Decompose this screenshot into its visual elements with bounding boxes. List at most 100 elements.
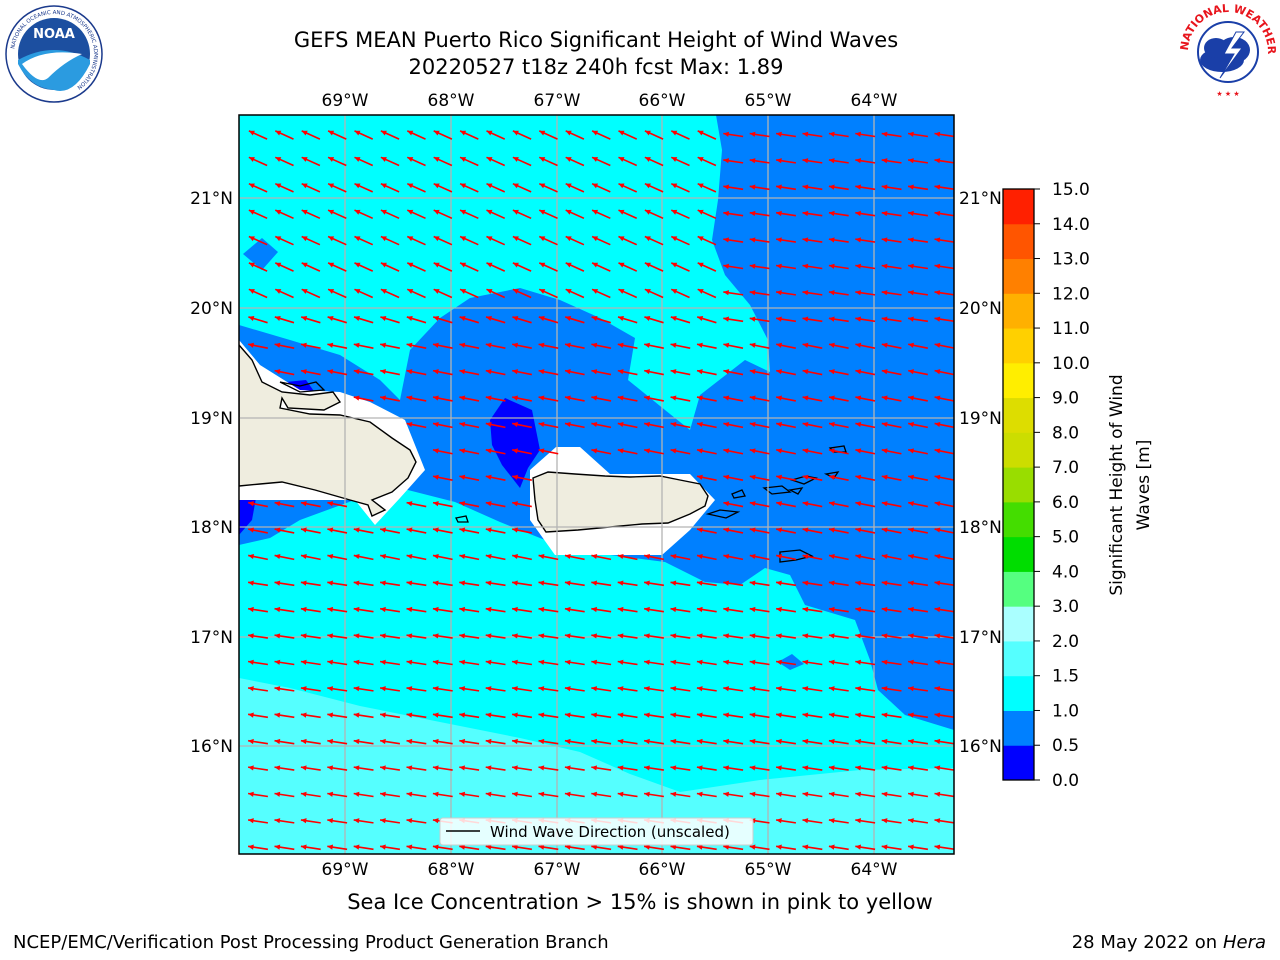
wave-direction-arrowhead bbox=[749, 580, 756, 586]
wave-direction-arrowhead bbox=[300, 633, 307, 639]
wave-direction-arrowhead bbox=[696, 474, 703, 480]
wave-direction-arrowhead bbox=[353, 395, 360, 401]
wave-direction-arrowhead bbox=[591, 369, 598, 375]
wave-direction-arrowhead bbox=[723, 738, 730, 745]
wave-direction-arrowhead bbox=[275, 289, 282, 294]
wave-direction-arrowhead bbox=[644, 369, 651, 375]
wave-direction-arrowhead bbox=[617, 844, 624, 850]
wave-direction-arrowhead bbox=[828, 765, 835, 771]
wave-direction-arrowhead bbox=[300, 765, 307, 771]
colorbar-tick-label: 10.0 bbox=[1052, 354, 1090, 374]
map-frame bbox=[238, 114, 955, 855]
wave-direction-arrowhead bbox=[432, 738, 439, 745]
wave-direction-arrowhead bbox=[591, 421, 598, 428]
wave-direction-arrowhead bbox=[512, 421, 519, 428]
wave-direction-arrowhead bbox=[828, 158, 835, 164]
wave-direction-arrowhead bbox=[538, 791, 545, 797]
nws-logo: NATIONAL WEATHER SERVICE ★ ★ ★ bbox=[1176, 2, 1278, 99]
wave-direction-arrowhead bbox=[723, 421, 730, 428]
wave-direction-arrowhead bbox=[618, 157, 625, 162]
wave-direction-arrowhead bbox=[723, 237, 730, 243]
wave-direction-arrowhead bbox=[828, 369, 835, 375]
sea-ice-note: Sea Ice Concentration > 15% is shown in … bbox=[347, 890, 933, 914]
wave-direction-arrowhead bbox=[908, 448, 915, 454]
wave-direction-arrowhead bbox=[934, 712, 941, 718]
wave-direction-arrowhead bbox=[354, 262, 361, 268]
wave-direction-arrowhead bbox=[380, 553, 387, 560]
wave-direction-arrowhead bbox=[723, 765, 730, 771]
wave-direction-arrowhead bbox=[248, 157, 255, 162]
wave-direction-arrowhead bbox=[406, 686, 413, 692]
lon-labels-bottom: 69°W 68°W 67°W 66°W 65°W 64°W bbox=[322, 860, 898, 880]
wave-direction-arrowhead bbox=[749, 448, 756, 454]
wave-direction-arrowhead bbox=[512, 580, 518, 586]
wave-direction-arrowhead bbox=[934, 184, 941, 190]
wave-direction-arrowhead bbox=[776, 316, 782, 322]
wave-direction-arrowhead bbox=[617, 342, 624, 348]
wave-direction-arrowhead bbox=[300, 527, 307, 533]
lon-tick-bottom: 67°W bbox=[534, 860, 581, 880]
wave-direction-arrowhead bbox=[802, 659, 809, 665]
wave-direction-arrowhead bbox=[564, 738, 571, 745]
wave-direction-arrowhead bbox=[538, 315, 545, 321]
wave-direction-arrowhead bbox=[512, 474, 519, 480]
wave-direction-arrowhead bbox=[592, 130, 599, 136]
wave-direction-arrowhead bbox=[459, 712, 466, 718]
wave-direction-arrowhead bbox=[828, 184, 835, 190]
wave-direction-arrowhead bbox=[749, 395, 756, 401]
wave-direction-arrowhead bbox=[776, 686, 782, 692]
wave-direction-arrowhead bbox=[301, 157, 308, 162]
wave-direction-arrowhead bbox=[565, 209, 572, 215]
wave-direction-arrowhead bbox=[432, 844, 439, 850]
colorbar-tick-label: 15.0 bbox=[1052, 180, 1090, 200]
lon-tick-top: 68°W bbox=[428, 91, 475, 111]
wave-direction-arrowhead bbox=[274, 791, 281, 797]
wave-direction-arrowhead bbox=[670, 395, 677, 401]
wave-direction-arrowhead bbox=[696, 421, 703, 428]
wave-direction-arrowhead bbox=[538, 448, 545, 454]
wave-direction-arrowhead bbox=[275, 183, 282, 189]
wave-direction-arrowhead bbox=[855, 369, 862, 375]
lat-labels-right: 21°N 20°N 19°N 18°N 17°N 16°N bbox=[959, 189, 1002, 757]
wave-direction-arrowhead bbox=[432, 501, 439, 507]
wave-direction-arrowhead bbox=[275, 209, 282, 215]
wave-direction-arrowhead bbox=[881, 606, 888, 613]
colorbar-block bbox=[1003, 501, 1034, 538]
wave-direction-arrowhead bbox=[670, 342, 677, 348]
wave-direction-arrowhead bbox=[855, 606, 862, 613]
wave-direction-arrowhead bbox=[300, 606, 307, 613]
wave-direction-arrowhead bbox=[855, 659, 862, 665]
wave-direction-arrowhead bbox=[617, 553, 624, 560]
wave-direction-arrowhead bbox=[908, 553, 915, 560]
wave-direction-arrowhead bbox=[802, 527, 809, 533]
wave-direction-arrowhead bbox=[274, 633, 281, 639]
wave-direction-arrowhead bbox=[274, 738, 281, 745]
wave-direction-arrowhead bbox=[354, 209, 361, 215]
wave-direction-arrowhead bbox=[380, 395, 387, 401]
wave-direction-arrowhead bbox=[512, 712, 518, 718]
wave-direction-arrowhead bbox=[564, 342, 571, 348]
wave-direction-arrowhead bbox=[776, 553, 783, 560]
lon-tick-top: 64°W bbox=[851, 91, 898, 111]
wave-direction-arrowhead bbox=[671, 236, 678, 242]
lat-tick-left: 20°N bbox=[190, 299, 233, 319]
wave-direction-arrowhead bbox=[353, 606, 360, 613]
wave-direction-arrowhead bbox=[538, 606, 545, 613]
wave-direction-arrowhead bbox=[723, 395, 730, 401]
wave-direction-arrowhead bbox=[328, 289, 335, 294]
wave-direction-arrowhead bbox=[934, 369, 941, 375]
wave-direction-arrowhead bbox=[248, 236, 255, 242]
wave-direction-arrowhead bbox=[696, 580, 703, 586]
wave-direction-arrowhead bbox=[564, 659, 571, 665]
wave-direction-arrowhead bbox=[274, 580, 281, 586]
wave-direction-arrowhead bbox=[697, 236, 704, 242]
wave-direction-arrowhead bbox=[670, 448, 677, 454]
wave-direction-arrowhead bbox=[380, 236, 387, 242]
wave-direction-arrowhead bbox=[644, 844, 650, 850]
wave-direction-arrowhead bbox=[723, 633, 730, 639]
wave-direction-arrowhead bbox=[934, 210, 941, 217]
wave-direction-arrowhead bbox=[855, 553, 862, 560]
puerto-rico-landmass bbox=[532, 471, 709, 533]
wave-direction-arrowhead bbox=[433, 209, 440, 215]
wave-direction-arrowhead bbox=[723, 316, 730, 322]
